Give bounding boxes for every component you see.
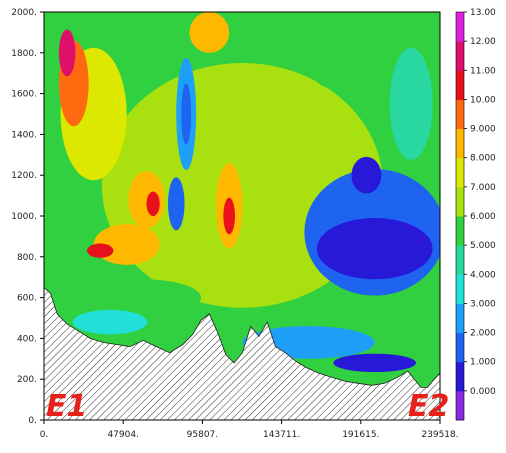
colorbar-swatch-5 xyxy=(456,245,464,275)
colorbar-swatch-6 xyxy=(456,216,464,246)
label-e2: E2 xyxy=(408,389,449,424)
x-tick-label-4: 191615. xyxy=(342,430,379,440)
contour-blob-5 xyxy=(86,243,114,258)
colorbar-label-9: 9.000 xyxy=(470,125,496,135)
colorbar-label-3: 3.000 xyxy=(470,299,496,309)
x-axis-ticks: 0. 47904. 95807. 143711. 191615. 239518. xyxy=(40,420,459,440)
x-tick-label-2: 95807. xyxy=(187,430,219,440)
x-tick-label-1: 47904. xyxy=(107,430,139,440)
contour-blob-10 xyxy=(167,177,185,231)
y-tick-label-3: 600. xyxy=(17,294,37,304)
label-e1: E1 xyxy=(46,389,87,424)
colorbar-label-0: 0.000 xyxy=(470,387,496,397)
terrain-hatch xyxy=(43,286,441,421)
y-tick-label-10: 2000. xyxy=(11,8,37,18)
contour-field xyxy=(44,12,440,420)
colorbar-swatch-13 xyxy=(456,12,464,42)
contour-blob-13 xyxy=(189,12,230,53)
colorbar-swatch-7 xyxy=(456,186,464,217)
y-tick-label-1: 200. xyxy=(17,375,37,385)
contour-blob-19 xyxy=(85,279,202,316)
contour-blob-9 xyxy=(181,83,192,145)
colorbar-swatch-1 xyxy=(456,361,464,392)
colorbar-label-6: 6.000 xyxy=(470,212,496,222)
colorbar-swatch-8 xyxy=(456,157,464,188)
y-tick-label-5: 1000. xyxy=(11,212,37,222)
y-tick-label-2: 400. xyxy=(17,334,37,344)
colorbar-label-13: 13.00 xyxy=(470,8,496,18)
y-tick-label-0: 0. xyxy=(28,416,37,426)
colorbar-label-2: 2.000 xyxy=(470,329,496,339)
y-tick-label-4: 800. xyxy=(17,253,37,263)
colorbar-label-4: 4.000 xyxy=(470,270,496,280)
y-tick-label-7: 1400. xyxy=(11,130,37,140)
colorbar-swatch-12 xyxy=(456,41,464,71)
contour-blob-18 xyxy=(308,37,359,89)
colorbar-label-1: 1.000 xyxy=(470,358,496,368)
y-tick-label-6: 1200. xyxy=(11,171,37,181)
colorbar-label-11: 11.00 xyxy=(470,66,496,76)
colorbar-swatch-10 xyxy=(456,99,464,130)
y-tick-label-8: 1600. xyxy=(11,90,37,100)
contour-blob-12 xyxy=(223,197,235,235)
contour-blob-16 xyxy=(351,156,382,194)
y-axis-ticks: 0. 200. 400. 600. 800. 1000. 1200. 1400. 1600. 18… xyxy=(11,8,44,426)
colorbar-swatch-0 xyxy=(456,390,464,421)
colorbar-label-7: 7.000 xyxy=(470,183,496,193)
contour-blob-20 xyxy=(72,309,148,335)
contour-blob-3 xyxy=(58,29,76,77)
colorbar-label-12: 12.00 xyxy=(470,37,496,47)
colorbar-swatch-11 xyxy=(456,70,464,100)
contour-blob-15 xyxy=(316,218,433,280)
y-tick-label-9: 1800. xyxy=(11,49,37,59)
colorbar-label-10: 10.00 xyxy=(470,95,496,105)
colorbar-label-5: 5.000 xyxy=(470,241,496,251)
colorbar-swatch-3 xyxy=(456,303,464,334)
x-tick-label-0: 0. xyxy=(40,430,49,440)
colorbar-swatch-4 xyxy=(456,274,464,304)
colorbar: 0.000 1.000 2.000 3.000 4.000 5.000 6.000 7.000… xyxy=(455,8,496,421)
contour-blob-22 xyxy=(333,353,416,373)
x-tick-label-5: 239518. xyxy=(421,430,458,440)
contour-blob-17 xyxy=(389,47,433,160)
colorbar-swatch-9 xyxy=(456,128,464,159)
colorbar-label-8: 8.000 xyxy=(470,154,496,164)
contour-blob-7 xyxy=(146,191,160,216)
x-tick-label-3: 143711. xyxy=(263,430,300,440)
colorbar-swatch-2 xyxy=(456,332,464,363)
